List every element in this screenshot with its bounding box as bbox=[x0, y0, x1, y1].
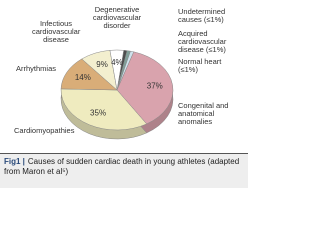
pie-slice bbox=[109, 49, 124, 91]
value-label: 4% bbox=[111, 58, 123, 67]
caption-text: Causes of sudden cardiac death in young … bbox=[4, 157, 240, 176]
category-label: Degenerative cardiovascular disorder bbox=[92, 5, 142, 30]
category-label: Arrhythmias bbox=[16, 64, 57, 73]
category-label: Acquired cardiovascular disease (≤1%) bbox=[178, 29, 227, 54]
category-label: Congenital and anatomical anomalies bbox=[178, 101, 229, 126]
caption: Fig1 | Causes of sudden cardiac death in … bbox=[0, 153, 248, 188]
category-label: Normal heart (≤1%) bbox=[178, 57, 222, 74]
figure-label: Fig1 | bbox=[4, 157, 25, 166]
value-label: 35% bbox=[90, 109, 106, 118]
value-label: 14% bbox=[75, 73, 91, 82]
category-label: Undetermined causes (≤1%) bbox=[178, 7, 226, 24]
value-label: 9% bbox=[96, 60, 108, 69]
value-label: 37% bbox=[147, 82, 163, 91]
category-label: Cardiomyopathies bbox=[14, 126, 75, 135]
chart: 37% 35% 14% 9% 4% bbox=[60, 49, 174, 140]
pie-slice bbox=[60, 88, 148, 131]
figure: 37% 35% 14% 9% 4% Fig1 | Causes of sudden car… bbox=[0, 5, 248, 188]
category-label: Infectious cardiovascular disease bbox=[32, 19, 81, 44]
